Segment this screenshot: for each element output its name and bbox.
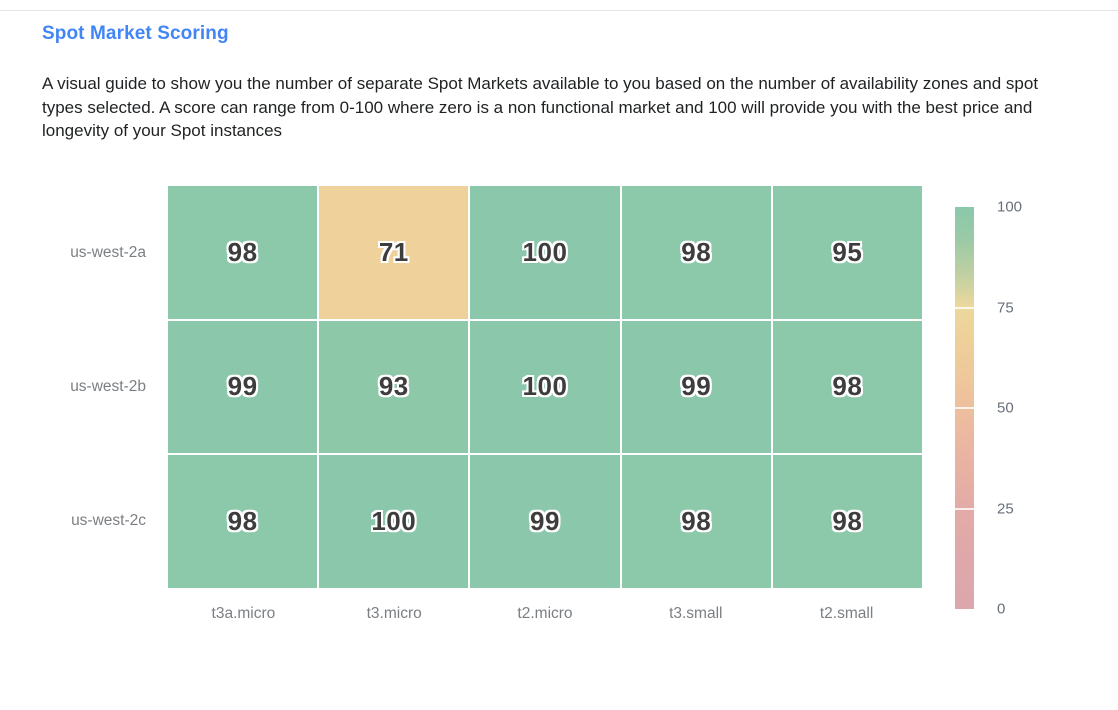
heatmap-cell-us-west-2b-t3.micro[interactable]: 93 — [319, 320, 469, 454]
heatmap-cell-value: 100 — [522, 236, 568, 267]
page-description: A visual guide to show you the number of… — [42, 74, 1039, 140]
heatmap-cell-value: 95 — [832, 236, 863, 267]
col-label-t3.micro: t3.micro — [366, 605, 422, 622]
colorbar-tick-25: 25 — [997, 500, 1014, 517]
heatmap-row-labels: us-west-2a us-west-2b us-west-2c — [0, 186, 146, 588]
heatmap-cell-value: 98 — [832, 506, 863, 537]
heatmap-cell-us-west-2c-t2.small[interactable]: 98 — [772, 455, 922, 588]
heatmap-cell-value: 99 — [227, 371, 258, 402]
heatmap-cell-us-west-2b-t2.small[interactable]: 98 — [772, 320, 922, 454]
row-label-us-west-2a: us-west-2a — [70, 244, 146, 261]
heatmap-cell-us-west-2b-t3a.micro[interactable]: 99 — [168, 320, 318, 454]
row-label-us-west-2c: us-west-2c — [71, 512, 146, 529]
heatmap-cell-value: 99 — [681, 371, 712, 402]
heatmap-cell-us-west-2c-t3a.micro[interactable]: 98 — [168, 455, 318, 588]
colorbar-tick-50: 50 — [997, 399, 1014, 417]
heatmap-cell-value: 100 — [522, 371, 568, 402]
heatmap-cell-value: 98 — [227, 506, 258, 537]
heatmap-cell-us-west-2a-t3.micro[interactable]: 71 — [319, 186, 469, 319]
col-label-t2.micro: t2.micro — [517, 605, 573, 622]
col-label-t3.small: t3.small — [669, 605, 723, 622]
heatmap-cell-value: 93 — [378, 371, 409, 402]
col-label-t2.small: t2.small — [819, 605, 874, 622]
col-label-t3a.micro: t3a.micro — [211, 605, 276, 622]
heatmap-cell-us-west-2c-t3.small[interactable]: 98 — [621, 455, 771, 588]
colorbar-tick-75: 75 — [997, 299, 1014, 316]
heatmap-cell-us-west-2a-t3.small[interactable]: 98 — [621, 186, 771, 319]
heatmap-cell-us-west-2c-t3.micro[interactable]: 100 — [319, 455, 469, 588]
colorbar-ticks: 100 75 50 25 0 — [997, 199, 1057, 618]
colorbar-tickline-50 — [955, 407, 974, 409]
heatmap-cell-us-west-2a-t2.micro[interactable]: 100 — [470, 186, 620, 319]
colorbar-tick-0: 0 — [997, 600, 1006, 618]
heatmap-cell-value: 71 — [378, 236, 409, 267]
row-label-us-west-2b: us-west-2b — [70, 378, 146, 395]
colorbar-gradient — [955, 207, 974, 609]
heatmap-cell-value: 98 — [832, 371, 863, 402]
heatmap-cell-value: 100 — [371, 506, 417, 537]
heatmap-cell-value: 98 — [681, 506, 712, 537]
heatmap-cell-us-west-2c-t2.micro[interactable]: 99 — [470, 455, 620, 588]
heatmap-grid: 98 71 100 98 95 99 93 100 99 98 98 100 99 98 98 — [168, 186, 922, 588]
heatmap-cell-value: 99 — [530, 506, 560, 537]
heatmap-col-labels: t3a.micro t3.micro t2.micro t3.small t2.smal… — [168, 605, 922, 623]
heatmap-cell-us-west-2b-t2.micro[interactable]: 100 — [470, 320, 620, 454]
colorbar-tick-100: 100 — [997, 198, 1023, 216]
colorbar-tickline-25 — [955, 507, 974, 510]
heatmap-cell-us-west-2b-t3.small[interactable]: 99 — [621, 320, 771, 454]
page-title: Spot Market Scoring — [42, 23, 229, 44]
heatmap-cell-us-west-2a-t3a.micro[interactable]: 98 — [168, 186, 318, 319]
top-divider — [0, 10, 1118, 11]
colorbar-tickline-75 — [955, 306, 974, 309]
heatmap-cell-us-west-2a-t2.small[interactable]: 95 — [772, 186, 922, 319]
heatmap-cell-value: 98 — [227, 236, 258, 267]
heatmap-cell-value: 98 — [681, 236, 712, 267]
